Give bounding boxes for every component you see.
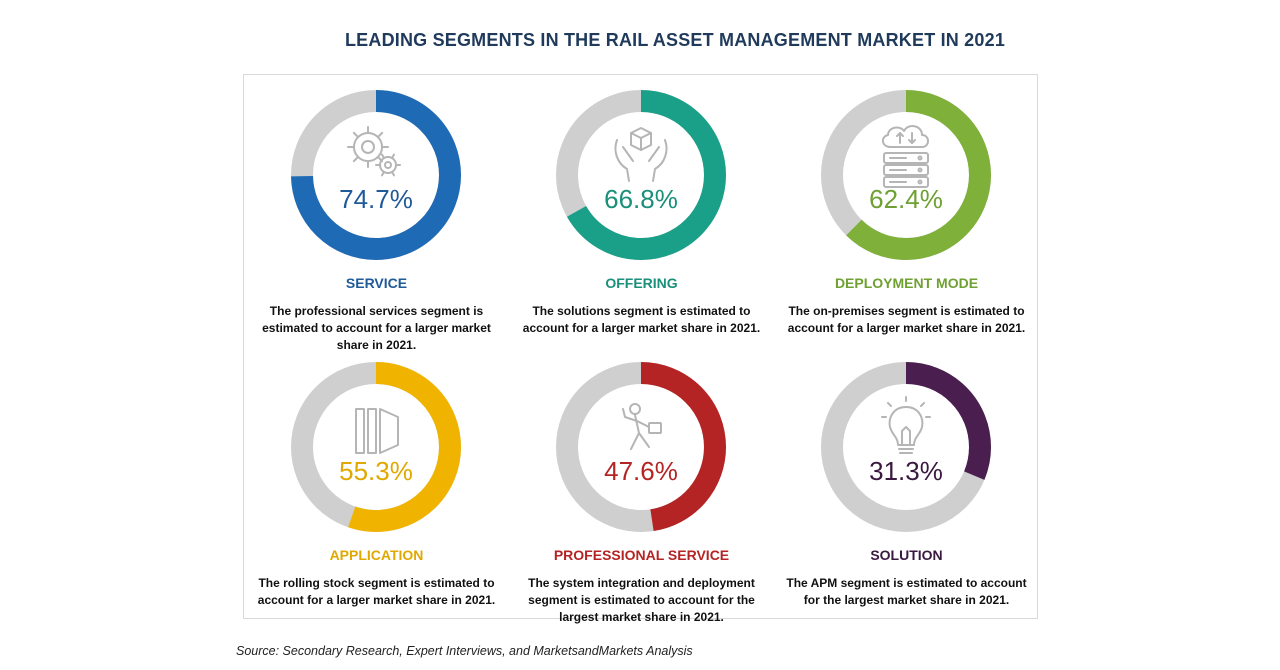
donut-arc — [556, 362, 726, 532]
source-note: Source: Secondary Research, Expert Inter… — [236, 644, 693, 658]
donut-chart: 47.6% — [556, 362, 726, 532]
segment-description: The solutions segment is estimated to ac… — [522, 304, 761, 335]
donut-value-label: 66.8% — [604, 184, 678, 214]
hands-box-icon — [614, 127, 668, 182]
chart-title: LEADING SEGMENTS IN THE RAIL ASSET MANAG… — [344, 30, 1006, 50]
donut-chart: 62.4% — [821, 90, 991, 260]
donut-arc — [291, 362, 461, 532]
segment-card: 31.3% SOLUTION The APM segment is estimate… — [774, 347, 1039, 619]
segment-label: APPLICATION — [329, 547, 424, 563]
segment-card: 55.3% APPLICATION The rolling stock segmen… — [244, 347, 509, 619]
segment-card: 74.7% SERVICE The professional services se… — [244, 75, 509, 352]
segment-card: 47.6% PROFESSIONAL SERVICE The system inte… — [509, 347, 774, 624]
segment-label: SOLUTION — [870, 547, 943, 563]
donut-chart: 74.7% — [291, 90, 461, 260]
donut-value-label: 31.3% — [869, 456, 943, 486]
lightbulb-icon — [881, 396, 931, 454]
donut-chart: 31.3% — [821, 362, 991, 532]
donut-arc — [291, 90, 461, 260]
segment-description: The APM segment is estimated to account … — [786, 576, 1027, 607]
segment-card: 66.8% OFFERING The solutions segment is es… — [509, 75, 774, 347]
segment-card: 62.4% DEPLOYMENT MODE The on-premises segm… — [774, 75, 1039, 347]
segment-description: The system integration and deployment se… — [528, 576, 755, 624]
segment-label: PROFESSIONAL SERVICE — [553, 547, 730, 563]
gears-icon — [347, 126, 401, 177]
donut-arc — [821, 362, 991, 532]
donut-chart: 55.3% — [291, 362, 461, 532]
segment-label: OFFERING — [605, 275, 678, 291]
donut-chart: 66.8% — [556, 90, 726, 260]
worker-icon — [622, 403, 662, 450]
rolling-stock-icon — [355, 408, 399, 454]
segment-description: The rolling stock segment is estimated t… — [257, 576, 496, 607]
chart-panel: 74.7% SERVICE The professional services se… — [243, 74, 1039, 624]
segment-description: The professional services segment is est… — [262, 304, 491, 352]
donut-value-label: 55.3% — [339, 456, 413, 486]
donut-value-label: 74.7% — [339, 184, 413, 214]
cloud-server-icon — [882, 125, 929, 188]
segment-label: SERVICE — [345, 275, 408, 291]
donut-value-label: 62.4% — [869, 184, 943, 214]
segment-label: DEPLOYMENT MODE — [834, 275, 979, 291]
segment-description: The on-premises segment is estimated to … — [787, 304, 1026, 335]
donut-arc — [821, 90, 991, 260]
donut-value-label: 47.6% — [604, 456, 678, 486]
donut-arc — [556, 90, 726, 260]
